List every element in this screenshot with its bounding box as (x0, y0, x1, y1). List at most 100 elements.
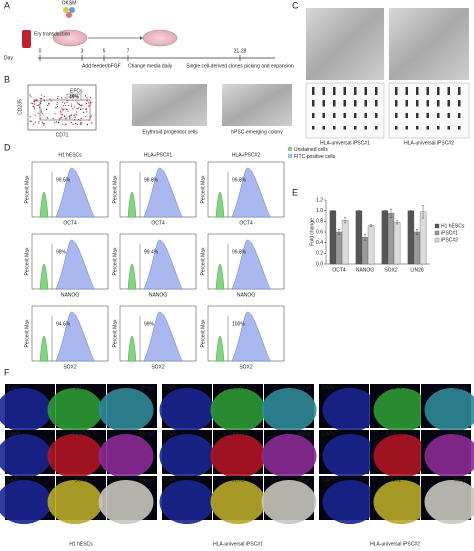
event-dot (37, 100, 39, 102)
y-tick-label: 0.0 (316, 261, 323, 267)
event-dot (34, 100, 36, 102)
bar (393, 222, 401, 265)
error-bar (369, 224, 373, 227)
event-dot (32, 123, 35, 125)
unstained-histogram (39, 336, 49, 362)
event-dot (30, 96, 32, 98)
legend-swatch (288, 154, 292, 158)
label: 7 (127, 48, 130, 54)
chromosome (343, 100, 346, 107)
label: NANOG (72, 431, 90, 437)
event-dot (74, 113, 76, 115)
label: SOX2 (74, 477, 88, 483)
chromosome (322, 113, 325, 118)
event-dot (63, 115, 66, 117)
label: DAPI (165, 477, 177, 483)
chromosome (333, 126, 336, 130)
label: HLA-universal iPSC#2 (370, 541, 420, 547)
event-dot (64, 123, 66, 125)
fitc-histogram (143, 239, 183, 290)
event-dot (61, 116, 63, 118)
arrow-head (140, 36, 143, 40)
unstained-histogram (39, 264, 49, 290)
colony (424, 434, 474, 478)
event-dot (38, 106, 41, 109)
label: NANOG (149, 292, 167, 298)
event-dot (48, 102, 50, 104)
label: 0 (39, 48, 42, 54)
virus (69, 7, 75, 13)
chromosome (343, 126, 346, 130)
blood-tube (22, 30, 31, 48)
panel-label: A (4, 0, 10, 10)
event-dot (64, 97, 66, 99)
event-dot (62, 123, 64, 125)
event-dot (43, 122, 45, 125)
panel-label: F (4, 367, 10, 377)
y-tick-label: 0.6 (316, 229, 323, 235)
micrograph (222, 84, 292, 126)
chromosome (405, 113, 408, 118)
label: HLA-universal iPSC#1 (320, 140, 370, 146)
chromosome (375, 113, 378, 118)
label: Percent Max (112, 319, 118, 348)
colony (210, 388, 266, 432)
percent-label: 98% (56, 249, 67, 255)
colony-image (306, 8, 384, 80)
event-dot (84, 95, 86, 97)
chromosome (312, 113, 315, 118)
event-dot (80, 117, 82, 119)
label: OCT4 (239, 220, 253, 226)
event-dot (58, 119, 61, 121)
label: Merge (454, 477, 468, 483)
event-dot (79, 108, 82, 110)
label: OCT4 (231, 385, 245, 391)
event-dot (72, 108, 74, 110)
event-dot (73, 119, 76, 121)
event-dot (34, 114, 36, 116)
event-dot (41, 94, 43, 96)
percent-label: 99.4% (144, 249, 159, 255)
chromosome (333, 100, 336, 107)
y-tick-label: 0.2 (316, 251, 323, 257)
event-dot (86, 111, 88, 113)
fitc-histogram (55, 239, 95, 290)
event-dot (82, 111, 85, 113)
label: HLA-universal iPSC#2 (404, 140, 454, 146)
event-dot (79, 119, 81, 121)
bar (419, 211, 427, 265)
label: Ery transduction (34, 31, 70, 37)
chromosome (416, 126, 419, 130)
x-tick-label: OCT4 (332, 267, 346, 273)
event-dot (59, 117, 61, 119)
event-dot (52, 118, 54, 120)
event-dot (74, 106, 76, 108)
label: DAPI (322, 385, 334, 391)
event-dot (82, 108, 84, 110)
event-dot (29, 116, 31, 118)
chromosome (426, 113, 429, 118)
event-dot (87, 102, 90, 104)
event-dot (34, 98, 36, 101)
x-tick-label: NANOG (356, 267, 374, 273)
label: EFCs (70, 88, 83, 94)
label: Merge (140, 431, 154, 437)
error-bar (415, 229, 419, 235)
fitc-histogram (231, 239, 271, 290)
label: Percent Max (200, 319, 206, 348)
chromosome (343, 113, 346, 118)
event-dot (62, 101, 64, 103)
event-dot (54, 113, 56, 115)
label: DAPI (8, 431, 20, 437)
gate-label-box (66, 93, 82, 101)
event-dot (76, 123, 78, 126)
y-tick-label: 1.2 (316, 197, 323, 203)
event-dot (39, 117, 41, 119)
colony-image (389, 8, 469, 80)
colony (210, 480, 266, 524)
event-dot (76, 108, 78, 110)
panel-label: E (292, 187, 298, 197)
fitc-histogram (55, 167, 95, 218)
event-dot (49, 98, 51, 100)
event-dot (70, 103, 73, 105)
